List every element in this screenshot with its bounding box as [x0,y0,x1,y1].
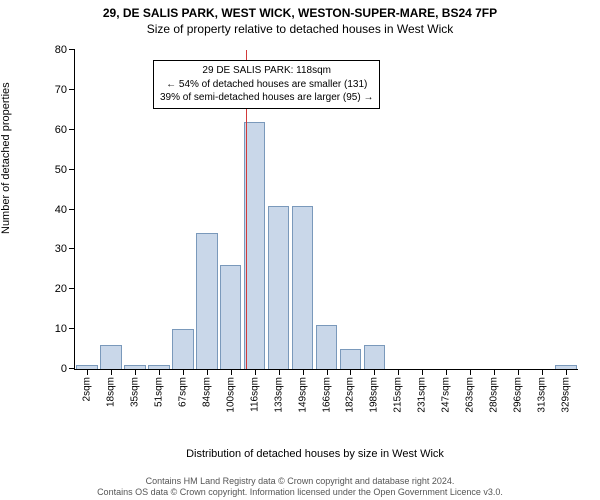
x-tick [350,369,351,375]
bar-slot: 296sqm [506,50,530,369]
x-tick-label: 263sqm [465,377,476,413]
y-tick [69,209,75,210]
x-tick-label: 198sqm [369,377,380,413]
x-axis-label: Distribution of detached houses by size … [48,448,582,460]
histogram-bar [196,233,218,369]
x-tick-label: 133sqm [273,377,284,413]
y-tick-label: 20 [55,283,67,295]
x-tick-label: 247sqm [441,377,452,413]
histogram-bar [100,345,122,369]
bar-slot: 18sqm [99,50,123,369]
x-tick [183,369,184,375]
y-tick-label: 80 [55,44,67,56]
x-tick-label: 166sqm [321,377,332,413]
x-tick-label: 280sqm [489,377,500,413]
x-tick-label: 100sqm [225,377,236,413]
annotation-line: ← 54% of detached houses are smaller (13… [160,78,373,92]
x-tick-label: 51sqm [153,377,164,407]
y-tick-label: 60 [55,124,67,136]
x-tick [279,369,280,375]
x-tick [566,369,567,375]
bar-slot: 247sqm [434,50,458,369]
x-tick [518,369,519,375]
footer-line: Contains OS data © Crown copyright. Info… [0,487,600,498]
y-tick [69,49,75,50]
x-tick [87,369,88,375]
histogram-bar [364,345,386,369]
x-tick [398,369,399,375]
bar-slot: 35sqm [123,50,147,369]
histogram-bar [220,265,242,369]
chart-title: Size of property relative to detached ho… [0,20,600,36]
x-tick-label: 182sqm [345,377,356,413]
footer: Contains HM Land Registry data © Crown c… [0,476,600,499]
x-tick [231,369,232,375]
histogram-bar [172,329,194,369]
y-tick [69,89,75,90]
y-tick [69,169,75,170]
y-tick [69,248,75,249]
footer-line: Contains HM Land Registry data © Crown c… [0,476,600,487]
y-tick [69,129,75,130]
y-tick-label: 0 [61,363,67,375]
x-tick-label: 313sqm [537,377,548,413]
x-tick [494,369,495,375]
x-tick-label: 215sqm [393,377,404,413]
x-tick [327,369,328,375]
x-tick-label: 231sqm [417,377,428,413]
x-tick [470,369,471,375]
x-tick-label: 296sqm [513,377,524,413]
x-tick-label: 329sqm [561,377,572,413]
bar-slot: 329sqm [554,50,578,369]
x-tick-label: 35sqm [129,377,140,407]
y-tick-label: 10 [55,323,67,335]
x-tick-label: 149sqm [297,377,308,413]
chart-supertitle: 29, DE SALIS PARK, WEST WICK, WESTON-SUP… [0,0,600,20]
x-tick [446,369,447,375]
y-tick-label: 30 [55,243,67,255]
annotation-box: 29 DE SALIS PARK: 118sqm ← 54% of detach… [153,60,380,109]
y-tick [69,368,75,369]
bar-slot: 231sqm [410,50,434,369]
x-tick-label: 116sqm [249,377,260,412]
plot-region: 2sqm18sqm35sqm51sqm67sqm84sqm100sqm116sq… [74,50,578,370]
annotation-line: 39% of semi-detached houses are larger (… [160,91,373,105]
histogram-bar [316,325,338,369]
y-tick-label: 50 [55,164,67,176]
x-tick [207,369,208,375]
x-tick [135,369,136,375]
x-tick [303,369,304,375]
y-axis-label: Number of detached properties [0,82,12,234]
histogram-bar [268,206,290,369]
y-tick [69,328,75,329]
y-tick-label: 70 [55,84,67,96]
histogram-bar [340,349,362,369]
y-tick-label: 40 [55,204,67,216]
x-tick [159,369,160,375]
bar-slot: 313sqm [530,50,554,369]
x-tick-label: 18sqm [105,377,116,407]
x-tick [111,369,112,375]
chart-area: Number of detached properties 2sqm18sqm3… [48,44,582,424]
x-tick [255,369,256,375]
bar-slot: 280sqm [482,50,506,369]
bar-slot: 215sqm [386,50,410,369]
bar-slot: 2sqm [75,50,99,369]
x-tick [374,369,375,375]
histogram-bar [292,206,314,369]
x-tick-label: 84sqm [201,377,212,407]
annotation-line: 29 DE SALIS PARK: 118sqm [160,64,373,78]
x-tick [422,369,423,375]
x-tick-label: 67sqm [177,377,188,407]
bar-slot: 263sqm [458,50,482,369]
x-tick-label: 2sqm [81,377,92,401]
y-tick [69,288,75,289]
x-tick [542,369,543,375]
